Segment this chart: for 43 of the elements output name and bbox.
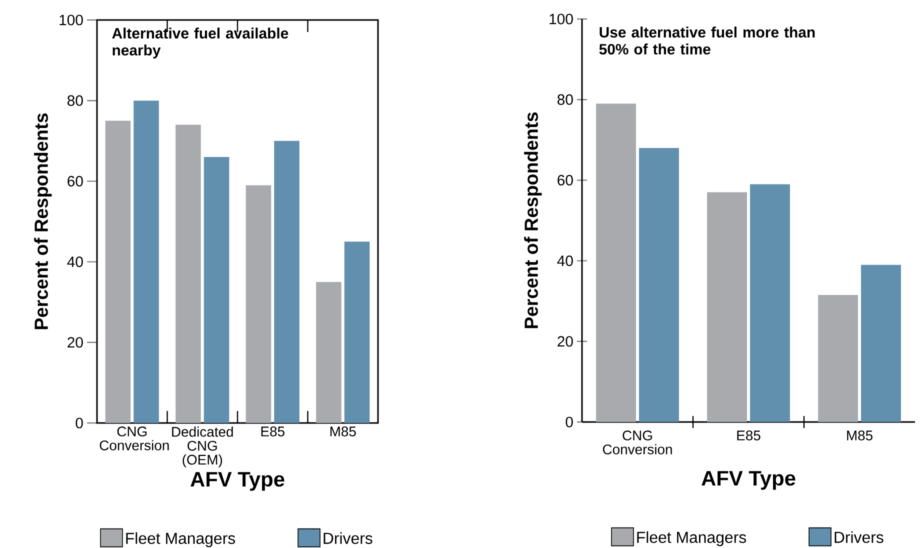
y-tick-label: 60: [558, 174, 573, 186]
text: Use alternative fuel more than 50% of the time: [599, 26, 815, 55]
y-tick-label: 80: [68, 95, 83, 106]
y-tick-label: 20: [68, 337, 83, 348]
bar: [316, 282, 342, 423]
x-tick-label: CNG Conversion: [100, 426, 169, 450]
bar: [639, 148, 679, 422]
y-tick-label: 40: [557, 256, 573, 266]
x-tick-label: CNG Conversion: [602, 430, 672, 454]
legend-label: Drivers: [834, 531, 884, 543]
x-axis-title: AFV Type: [190, 472, 284, 491]
x-tick-label: E85: [261, 426, 284, 436]
y-tick-label: 100: [550, 14, 573, 24]
y-axis-title: Percent of Respondents: [34, 113, 52, 330]
bar: [596, 104, 636, 422]
legend-label: Drivers: [324, 532, 372, 544]
x-tick-label: Dedicated CNG (OEM): [172, 426, 233, 468]
y-tick-label: 80: [558, 94, 573, 105]
y-tick-label: 0: [76, 418, 83, 428]
legend-label: Fleet Managers: [637, 531, 746, 546]
bar: [344, 242, 370, 423]
legend-label: Fleet Managers: [126, 532, 236, 548]
y-axis-title: Percent of Respondents: [524, 112, 542, 328]
bar: [274, 140, 300, 423]
bar: [861, 264, 901, 422]
x-tick-label: M85: [330, 426, 356, 436]
bar: [134, 100, 159, 423]
bar: [750, 184, 790, 422]
bar: [246, 185, 272, 423]
bar: [818, 295, 858, 422]
y-tick-label: 0: [566, 416, 573, 428]
x-axis-title: AFV Type: [702, 471, 796, 490]
y-tick-label: 60: [68, 176, 83, 186]
x-tick-label: E85: [737, 430, 760, 440]
bar: [204, 157, 230, 423]
y-tick-label: 40: [67, 256, 83, 268]
y-tick-label: 20: [558, 336, 573, 347]
x-tick-label: M85: [847, 430, 872, 440]
text: Alternative fuel available nearby: [112, 28, 288, 58]
bar: [176, 124, 201, 423]
bar: [105, 120, 131, 423]
y-tick-label: 100: [60, 14, 83, 26]
bar: [707, 192, 748, 422]
